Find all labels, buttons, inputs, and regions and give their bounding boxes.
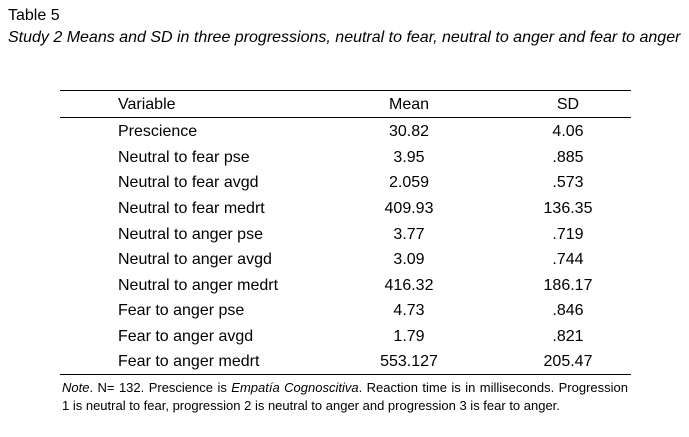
column-header-variable: Variable [118,96,176,113]
table-row: Prescience 30.82 4.06 [60,119,631,144]
mean-cell: 3.95 [393,149,425,166]
mean-cell: 1.79 [393,328,425,345]
table-bottom-rule [60,374,631,375]
note-text-2: . Reaction time is in milliseconds. Prog… [62,380,629,413]
mean-cell: 30.82 [388,123,430,140]
table-caption: Study 2 Means and SD in three progressio… [8,29,681,46]
variable-cell: Neutral to anger medrt [118,277,279,294]
table-row: Neutral to fear medrt 409.93 136.35 [60,196,631,221]
mean-cell: 4.73 [393,302,425,319]
sd-cell: 136.35 [543,200,593,217]
variable-cell: Fear to anger medrt [118,353,260,370]
sd-cell: 205.47 [543,353,593,370]
variable-cell: Neutral to anger pse [118,226,263,243]
variable-cell: Neutral to fear pse [118,149,250,166]
sd-cell: .846 [552,302,584,319]
note-label: Note [62,380,90,395]
variable-cell: Fear to anger pse [118,302,245,319]
table-row: Fear to anger pse 4.73 .846 [60,298,631,323]
variable-cell: Neutral to anger avgd [118,251,272,268]
table-row: Neutral to anger medrt 416.32 186.17 [60,273,631,298]
sd-cell: 186.17 [543,277,593,294]
note-text-1: . N= 132. Prescience is [89,380,232,395]
mean-cell: 416.32 [384,277,434,294]
table-row: Neutral to fear pse 3.95 .885 [60,145,631,170]
table-number: Table 5 [8,7,60,24]
sd-cell: .573 [552,174,584,191]
table-top-rule [60,90,631,91]
table-row: Fear to anger medrt 553.127 205.47 [60,349,631,374]
variable-cell: Neutral to fear medrt [118,200,265,217]
sd-cell: .885 [552,149,584,166]
column-header-mean: Mean [388,96,430,113]
sd-cell: .719 [552,226,584,243]
sd-cell: 4.06 [552,123,584,140]
mean-cell: 3.77 [393,226,425,243]
table-header-row: Variable Mean SD [60,92,631,117]
sd-cell: .744 [552,251,584,268]
variable-cell: Fear to anger avgd [118,328,254,345]
mean-cell: 409.93 [384,200,434,217]
mean-cell: 553.127 [380,353,438,370]
mean-cell: 2.059 [388,174,430,191]
mean-cell: 3.09 [393,251,425,268]
table-row: Neutral to anger pse 3.77 .719 [60,222,631,247]
table-row: Fear to anger avgd 1.79 .821 [60,324,631,349]
table-row: Neutral to fear avgd 2.059 .573 [60,170,631,195]
note-emphasis: Empatía Cognoscitiva [231,380,359,395]
variable-cell: Neutral to fear avgd [118,174,259,191]
column-header-sd: SD [556,96,580,113]
variable-cell: Prescience [118,123,198,140]
table-header-rule [60,117,631,118]
sd-cell: .821 [552,328,584,345]
table-note: Note. N= 132. Prescience is Empatía Cogn… [62,379,628,414]
table-row: Neutral to anger avgd 3.09 .744 [60,247,631,272]
